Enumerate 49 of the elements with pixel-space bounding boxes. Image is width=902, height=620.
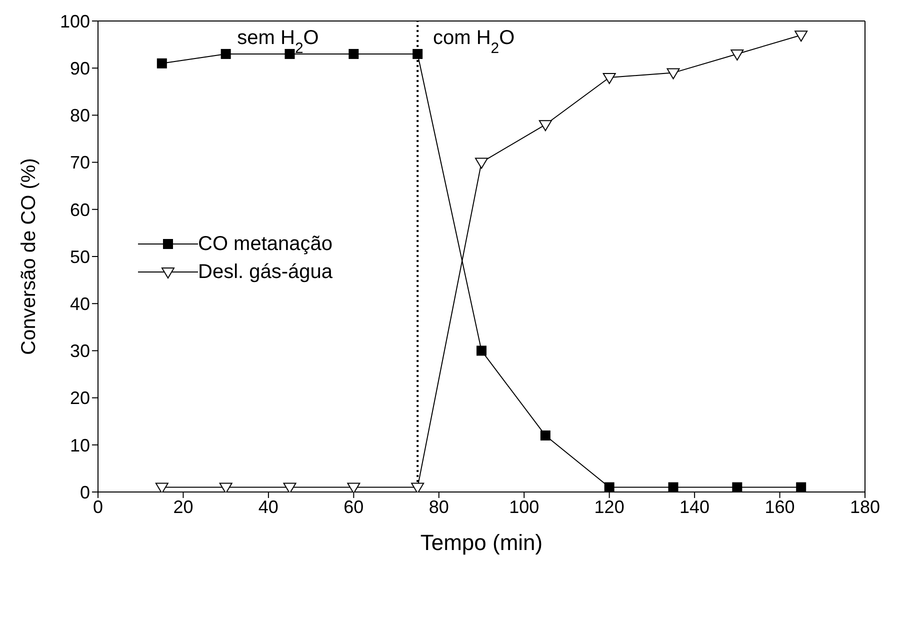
x-tick-label: 100 xyxy=(509,496,540,517)
point xyxy=(156,58,167,68)
y-axis-title: Conversão de CO (%) xyxy=(18,158,40,355)
point xyxy=(602,73,616,84)
y-tick-label: 40 xyxy=(70,294,90,314)
x-tick-label: 20 xyxy=(173,496,194,517)
point xyxy=(348,48,359,59)
point xyxy=(732,482,742,492)
annotation: sem H$_{2}$O xyxy=(237,27,319,56)
y-tick-label: 30 xyxy=(70,341,90,362)
x-tick-label: 120 xyxy=(594,496,624,517)
x-tick-label: 140 xyxy=(680,496,710,517)
y-tick-label: 80 xyxy=(70,106,90,126)
point xyxy=(794,30,808,42)
legend-label: CO metanação xyxy=(198,232,333,256)
x-tick-label: 80 xyxy=(428,496,449,517)
point xyxy=(730,49,744,60)
y-tick-label: 20 xyxy=(70,388,90,408)
y-tick-label: 0 xyxy=(80,482,90,502)
point xyxy=(412,48,423,59)
x-axis-title: Tempo (min) xyxy=(420,530,543,555)
point xyxy=(476,346,486,356)
annotation: com H$_{2}$O xyxy=(433,27,515,56)
x-tick-label: 0 xyxy=(92,496,104,517)
x-tick-label: 180 xyxy=(850,496,880,517)
y-tick-label: 90 xyxy=(70,58,90,78)
point xyxy=(668,482,678,492)
point xyxy=(540,430,550,440)
y-tick-label: 100 xyxy=(60,11,90,32)
x-tick-label: 160 xyxy=(764,496,795,517)
point xyxy=(411,482,424,492)
point xyxy=(666,68,680,80)
point xyxy=(284,48,295,59)
y-tick-label: 50 xyxy=(70,246,90,267)
point xyxy=(283,482,296,492)
x-tick-label: 60 xyxy=(344,496,364,517)
point xyxy=(538,120,552,132)
x-tick-label: 40 xyxy=(258,496,278,517)
point xyxy=(475,158,488,169)
legend-label: Desl. gás-água xyxy=(198,260,333,284)
y-tick-label: 70 xyxy=(70,152,90,173)
point xyxy=(220,48,231,59)
point xyxy=(796,482,806,492)
point xyxy=(219,482,232,492)
point xyxy=(155,482,168,492)
y-tick-label: 60 xyxy=(70,200,90,220)
point xyxy=(604,482,614,492)
y-tick-label: 10 xyxy=(70,435,90,456)
point xyxy=(347,482,360,492)
